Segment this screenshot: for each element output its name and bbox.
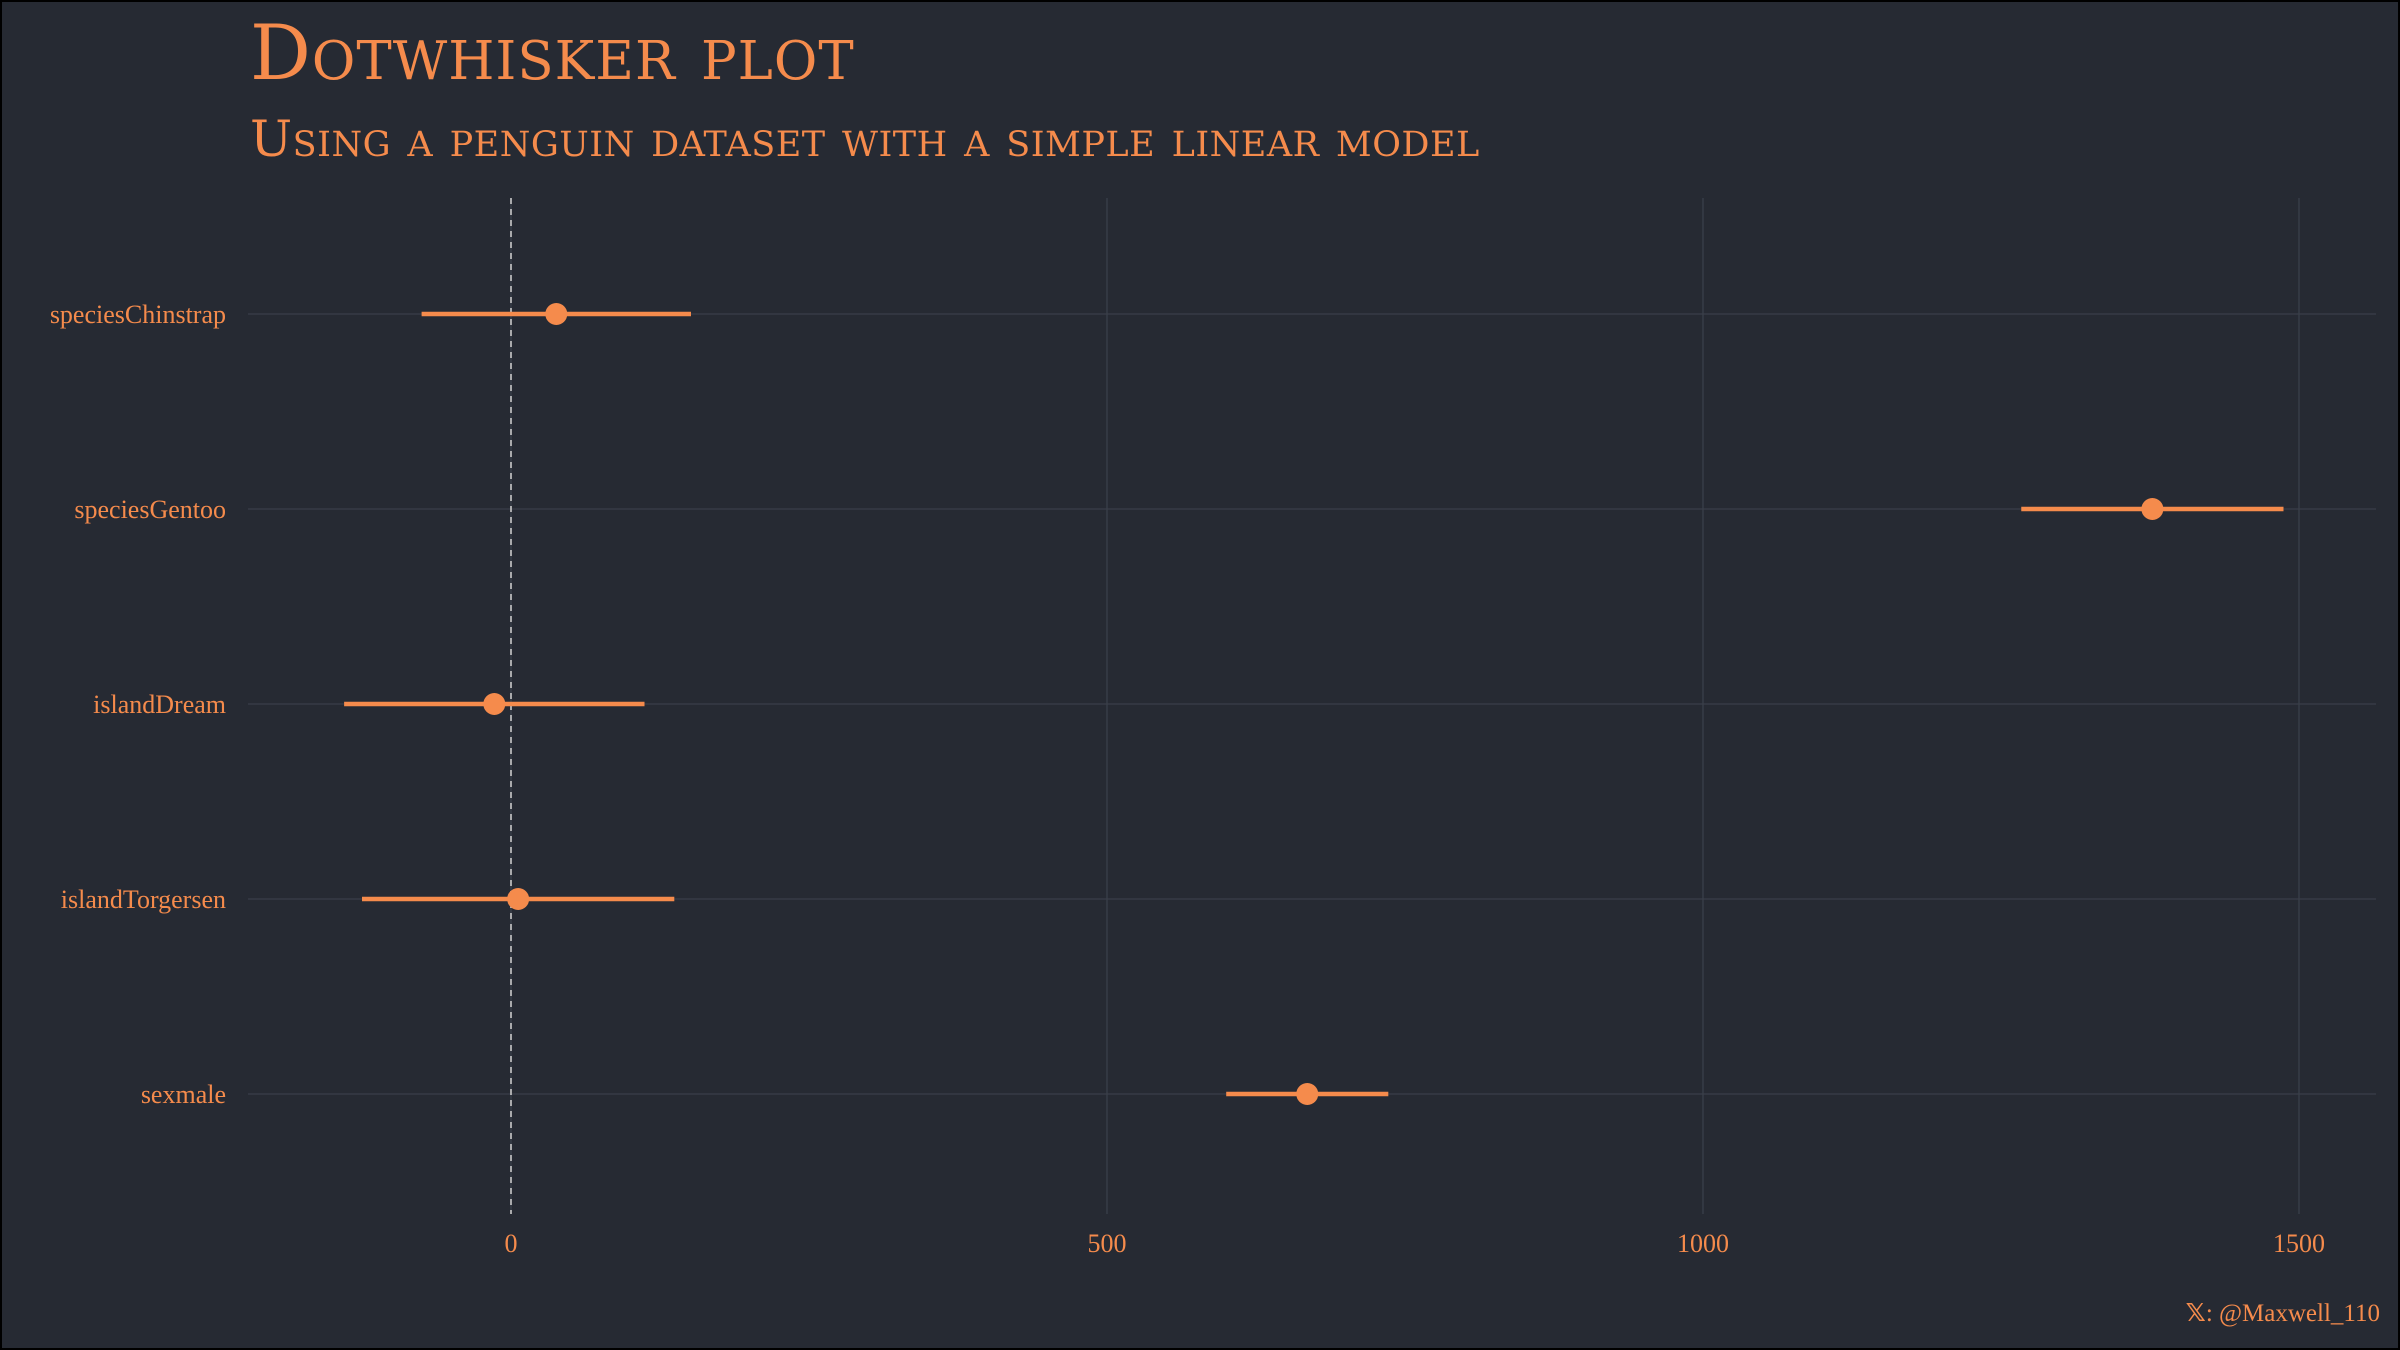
x-tick-label: 0 xyxy=(505,1229,518,1258)
term-label-speciesChinstrap: speciesChinstrap xyxy=(50,300,226,329)
chart-subtitle: Using a penguin dataset with a simple li… xyxy=(250,110,1480,168)
estimate-point-sexmale xyxy=(1296,1083,1319,1105)
x-tick-label: 1000 xyxy=(1677,1229,1729,1258)
estimate-point-speciesGentoo xyxy=(2141,498,2164,520)
term-label-islandTorgersen: islandTorgersen xyxy=(61,885,226,914)
caption-handle: : @Maxwell_110 xyxy=(2205,1300,2380,1327)
estimate-point-speciesChinstrap xyxy=(545,303,568,325)
term-label-speciesGentoo: speciesGentoo xyxy=(74,495,226,524)
term-label-islandDream: islandDream xyxy=(93,690,226,719)
marks-layer xyxy=(344,198,2284,1214)
estimate-point-islandTorgersen xyxy=(507,888,530,910)
labels-layer: 0 500 1000 1500 speciesChinstrap speciesGento… xyxy=(50,300,2325,1258)
chart-title: Dotwhisker plot xyxy=(250,8,855,97)
x-logo-icon: 𝕏 xyxy=(2185,1298,2206,1327)
x-tick-label: 1500 xyxy=(2273,1229,2325,1258)
estimate-point-islandDream xyxy=(483,693,506,715)
term-label-sexmale: sexmale xyxy=(141,1080,226,1109)
x-tick-label: 500 xyxy=(1088,1229,1127,1258)
caption: 𝕏: @Maxwell_110 xyxy=(2186,1298,2380,1328)
